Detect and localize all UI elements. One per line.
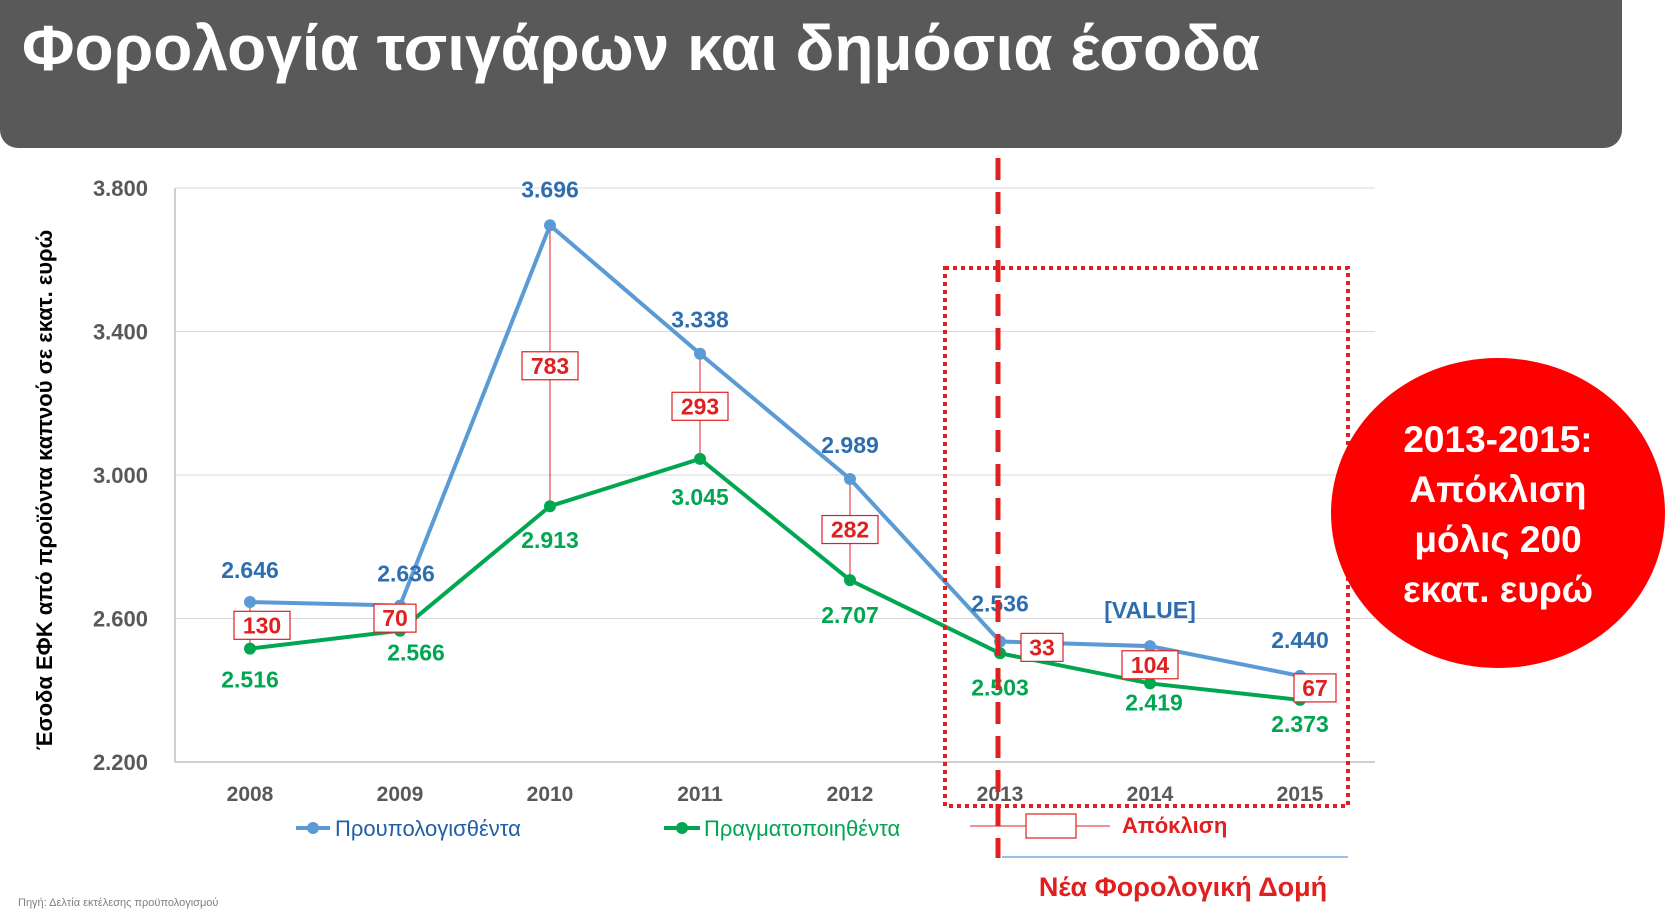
callout: 2013-2015: Απόκλιση μόλις 200 εκατ. ευρώ xyxy=(1331,358,1665,668)
deviation-value: 293 xyxy=(681,393,719,419)
x-tick-label: 2012 xyxy=(827,783,874,806)
x-tick-labels: 2008 2009 2010 2011 2012 2013 2014 2015 xyxy=(227,783,1324,806)
x-tick-label: 2010 xyxy=(527,783,574,806)
deviation-value: 70 xyxy=(382,605,408,631)
data-label-budgeted: 2.989 xyxy=(821,432,879,458)
point-realized xyxy=(244,642,256,655)
legend-label-realized: Πραγματοποιηθέντα xyxy=(704,816,900,841)
legend-marker-budgeted xyxy=(307,822,319,834)
x-tick-label: 2015 xyxy=(1277,783,1324,806)
deviation-labels: 130 70 783 293 282 33 104 67 xyxy=(233,351,1337,703)
deviation-value: 282 xyxy=(831,517,869,543)
data-label-budgeted: 3.338 xyxy=(671,307,729,333)
series xyxy=(244,219,1306,706)
x-tick-label: 2009 xyxy=(377,783,424,806)
new-structure-label: Νέα Φορολογική Δομή xyxy=(1039,872,1327,902)
y-tick-label: 2.200 xyxy=(93,750,148,775)
data-label-realized: 2.707 xyxy=(821,602,879,628)
source-note: Πηγή: Δελτία εκτέλεσης προϋπολογισμού xyxy=(18,897,219,909)
data-label-budgeted: [VALUE] xyxy=(1104,597,1196,623)
point-budgeted xyxy=(844,472,856,485)
data-label-realized: 2.373 xyxy=(1271,711,1329,737)
callout-ellipse xyxy=(1331,358,1665,668)
deviation-value: 104 xyxy=(1131,652,1170,678)
data-labels: 2.6462.6363.6963.3382.9892.536[VALUE]2.4… xyxy=(221,176,1329,737)
deviation-box xyxy=(1020,632,1064,662)
point-budgeted xyxy=(244,595,256,608)
callout-line: 2013-2015: xyxy=(1403,419,1592,460)
point-realized xyxy=(844,574,856,587)
deviation-box xyxy=(821,514,879,545)
deviation-box xyxy=(671,391,729,421)
data-label-realized: 2.419 xyxy=(1125,689,1183,715)
x-tick-label: 2011 xyxy=(677,783,723,806)
point-realized xyxy=(694,452,706,465)
y-axis: 2.200 2.600 3.000 3.400 3.800 xyxy=(93,176,148,775)
y-tick-label: 3.800 xyxy=(93,176,148,201)
point-realized xyxy=(1144,677,1156,690)
callout-line: εκατ. ευρώ xyxy=(1403,569,1593,610)
deviation-box xyxy=(1293,673,1337,703)
deviation-box xyxy=(233,610,291,640)
legend: Προυπολογισθέντα Πραγματοποιηθέντα Απόκλισ… xyxy=(296,813,1227,841)
callout-line: Απόκλιση xyxy=(1409,469,1586,510)
data-label-realized: 2.913 xyxy=(521,527,579,553)
y-tick-label: 3.400 xyxy=(93,320,148,345)
deviation-value: 67 xyxy=(1302,675,1328,701)
data-label-budgeted: 3.696 xyxy=(521,176,579,202)
x-tick-label: 2013 xyxy=(977,783,1024,806)
point-realized xyxy=(544,500,556,513)
deviation-value: 783 xyxy=(531,353,569,379)
data-label-realized: 2.566 xyxy=(387,640,445,666)
point-budgeted xyxy=(694,347,706,360)
data-label-realized: 3.045 xyxy=(671,484,729,510)
legend-label-deviation: Απόκλιση xyxy=(1122,813,1227,838)
deviation-value: 130 xyxy=(243,612,281,638)
x-tick-label: 2014 xyxy=(1127,783,1174,806)
callout-line: μόλις 200 xyxy=(1414,519,1581,560)
legend-label-budgeted: Προυπολογισθέντα xyxy=(335,816,521,841)
x-tick-label: 2008 xyxy=(227,783,274,806)
page-title: Φορολογία τσιγάρων και δημόσια έσοδα xyxy=(22,12,1261,84)
y-tick-label: 3.000 xyxy=(93,463,148,488)
gridlines xyxy=(175,187,1375,619)
deviation-box xyxy=(521,351,579,381)
structure-divider: Νέα Φορολογική Δομή xyxy=(995,158,1348,902)
legend-swatch-deviation-box xyxy=(1025,813,1077,839)
data-label-realized: 2.516 xyxy=(221,667,279,693)
point-budgeted xyxy=(544,219,556,232)
point-budgeted xyxy=(1144,640,1156,653)
deviation-value: 33 xyxy=(1029,634,1055,660)
title-bar: Φορολογία τσιγάρων και δημόσια έσοδα xyxy=(0,0,1622,148)
x-axis xyxy=(174,188,1375,763)
series-budgeted-line xyxy=(249,223,1301,678)
deviation-box xyxy=(373,603,417,633)
y-axis-label: Έσοδα ΕΦΚ από προϊόντα καπνού σε εκατ. ε… xyxy=(32,230,57,751)
data-label-budgeted: 2.646 xyxy=(221,557,279,583)
data-label-budgeted: 2.440 xyxy=(1271,627,1329,653)
legend-marker-realized xyxy=(676,822,688,834)
data-label-budgeted: 2.636 xyxy=(377,561,435,587)
deviation-box xyxy=(1121,650,1179,680)
y-tick-label: 2.600 xyxy=(93,607,148,632)
